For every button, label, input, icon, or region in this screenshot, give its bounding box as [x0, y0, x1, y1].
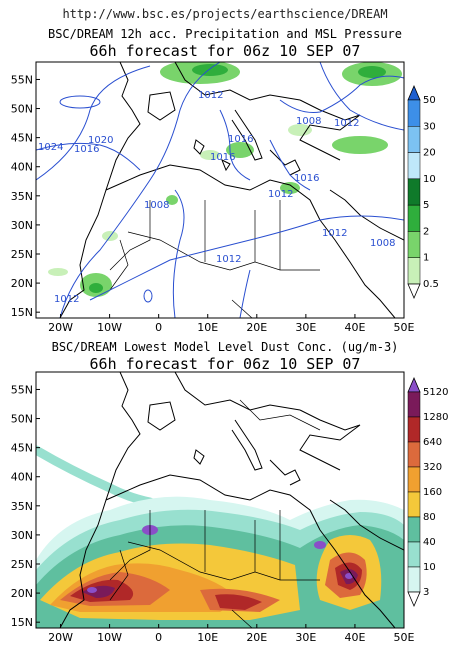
dust-colorbar: 5120 1280 640 320 160 80 40 10 3 [407, 376, 448, 608]
colorbar-segment [407, 566, 421, 593]
x-tick-label: 20E [246, 631, 267, 644]
y-tick-label: 25N [11, 558, 33, 571]
y-tick-label: 15N [11, 306, 33, 319]
y-tick-label: 40N [11, 471, 33, 484]
colorbar-label: 320 [423, 462, 442, 473]
isobars [36, 62, 404, 318]
isobar-label: 1012 [334, 118, 359, 129]
y-tick-label: 45N [11, 442, 33, 455]
x-tick-label: 40E [344, 631, 365, 644]
colorbar-segment [407, 416, 421, 443]
axis-ticks: 20W 10W 0 10E 20E 30E 40E 50E 55N 50N 45N 40N 35N 30N… [11, 383, 415, 644]
colorbar-label: 2 [423, 226, 429, 237]
colorbar-label: 1 [423, 253, 429, 264]
y-tick-label: 35N [11, 500, 33, 513]
colorbar-label: 30 [423, 121, 436, 132]
x-tick-label: 10E [197, 631, 218, 644]
colorbar-label: 80 [423, 512, 436, 523]
colorbar-segment [407, 441, 421, 468]
dust-shading [36, 445, 404, 628]
colorbar-label: 10 [423, 562, 436, 573]
x-tick-label: 20E [246, 321, 267, 334]
colorbar-segment [407, 391, 421, 418]
y-tick-label: 15N [11, 616, 33, 629]
coastlines [59, 62, 404, 318]
isobar-label: 1012 [216, 254, 241, 265]
isobar-label: 1012 [268, 189, 293, 200]
map-frame [35, 371, 405, 629]
isobar-labels: 1024 1020 1016 1012 1008 1016 1016 1008 … [38, 90, 395, 305]
isobar-label: 1008 [144, 200, 169, 211]
y-tick-label: 25N [11, 248, 33, 261]
x-tick-label: 40E [344, 321, 365, 334]
colorbar-label: 5120 [423, 387, 448, 398]
isobar-label: 1008 [296, 116, 321, 127]
bottom-panel-title: BSC/DREAM Lowest Model Level Dust Conc. … [51, 340, 399, 354]
y-tick-label: 35N [11, 190, 33, 203]
colorbar-segment [407, 491, 421, 518]
isobar-label: 1016 [210, 152, 235, 163]
isobar-label: 1012 [54, 294, 79, 305]
bottom-panel-subtitle: 66h forecast for 06z 10 SEP 07 [89, 355, 361, 373]
y-tick-label: 30N [11, 529, 33, 542]
y-tick-label: 50N [11, 103, 33, 116]
colorbar-arrow-top [407, 376, 421, 393]
x-tick-label: 10W [97, 321, 122, 334]
colorbar-label: 640 [423, 437, 442, 448]
country-borders [109, 399, 321, 628]
precip-shading [48, 62, 402, 297]
y-tick-label: 30N [11, 219, 33, 232]
axis-ticks: 20W 10W 0 10E 20E 30E 40E 50E 55N 50N 45N 40N 35N 30N… [11, 73, 415, 334]
y-tick-label: 40N [11, 161, 33, 174]
colorbar-label: 20 [423, 148, 436, 159]
colorbar-arrow-bottom [407, 283, 421, 300]
isobar-label: 1016 [294, 173, 319, 184]
y-tick-label: 20N [11, 277, 33, 290]
y-tick-label: 20N [11, 587, 33, 600]
isobar-label: 1016 [228, 134, 253, 145]
x-tick-label: 20W [48, 321, 73, 334]
colorbar-label: 40 [423, 537, 436, 548]
colorbar-label: 10 [423, 174, 436, 185]
colorbar-label: 5 [423, 200, 429, 211]
isobar-label: 1012 [198, 90, 223, 101]
x-tick-label: 0 [155, 321, 162, 334]
colorbar-segment [407, 541, 421, 568]
x-tick-label: 0 [155, 631, 162, 644]
isobar-label: 1016 [74, 144, 99, 155]
x-tick-label: 10E [197, 321, 218, 334]
colorbar-label: 50 [423, 95, 436, 106]
y-tick-label: 45N [11, 132, 33, 145]
x-tick-label: 30E [295, 321, 316, 334]
source-url: http://www.bsc.es/projects/earthscience/… [62, 7, 388, 21]
top-panel-title: BSC/DREAM 12h acc. Precipitation and MSL… [47, 27, 402, 41]
isobar-label: 1012 [322, 228, 347, 239]
y-tick-label: 55N [11, 383, 33, 396]
colorbar-segment [407, 516, 421, 543]
precip-colorbar: 50 30 20 10 5 2 1 0.5 [407, 84, 439, 300]
x-tick-label: 50E [394, 631, 415, 644]
colorbar-label: 1280 [423, 412, 448, 423]
colorbar-label: 3 [423, 587, 429, 598]
isobar-label: 1020 [88, 135, 113, 146]
precipitation-pressure-map: 1024 1020 1016 1012 1008 1016 1016 1008 … [11, 61, 439, 334]
isobar-label: 1008 [370, 238, 395, 249]
y-tick-label: 50N [11, 413, 33, 426]
colorbar-label: 160 [423, 487, 442, 498]
x-tick-label: 10W [97, 631, 122, 644]
x-tick-label: 50E [394, 321, 415, 334]
map-frame [35, 61, 405, 319]
y-tick-label: 55N [11, 73, 33, 86]
top-panel-subtitle: 66h forecast for 06z 10 SEP 07 [89, 42, 361, 60]
colorbar-segment [407, 466, 421, 493]
colorbar-label: 0.5 [423, 279, 439, 290]
x-tick-label: 20W [48, 631, 73, 644]
coastlines [59, 372, 404, 628]
colorbar-arrow-bottom [407, 591, 421, 608]
x-tick-label: 30E [295, 631, 316, 644]
isobar-label: 1024 [38, 142, 63, 153]
